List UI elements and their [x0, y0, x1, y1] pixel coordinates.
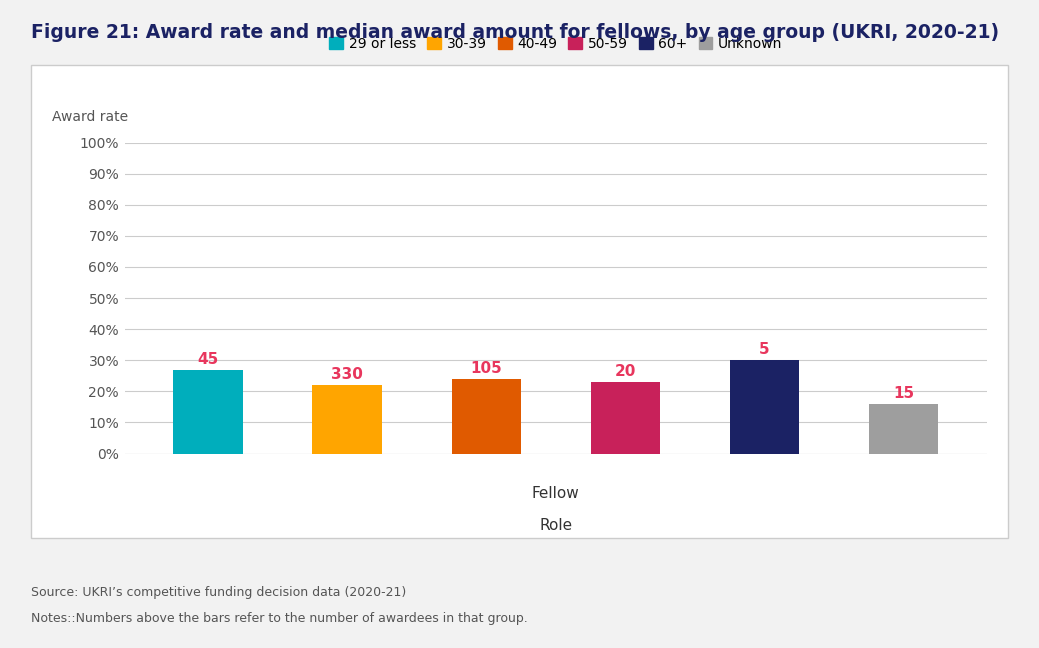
Text: 105: 105: [471, 361, 502, 376]
Text: Figure 21: Award rate and median award amount for fellows, by age group (UKRI, 2: Figure 21: Award rate and median award a…: [31, 23, 1000, 41]
Text: 5: 5: [760, 342, 770, 357]
Text: Fellow: Fellow: [532, 486, 580, 501]
Text: Award rate: Award rate: [52, 110, 128, 124]
Text: Role: Role: [539, 518, 572, 533]
Bar: [313, 385, 382, 454]
Text: 20: 20: [615, 364, 636, 379]
Text: Source: UKRI’s competitive funding decision data (2020-21): Source: UKRI’s competitive funding decis…: [31, 586, 406, 599]
Bar: [174, 369, 243, 454]
Bar: [590, 382, 660, 454]
Bar: [869, 404, 938, 454]
Bar: [452, 379, 522, 454]
Text: 15: 15: [894, 386, 914, 400]
Legend: 29 or less, 30-39, 40-49, 50-59, 60+, Unknown: 29 or less, 30-39, 40-49, 50-59, 60+, Un…: [324, 31, 788, 56]
Text: Notes::Numbers above the bars refer to the number of awardees in that group.: Notes::Numbers above the bars refer to t…: [31, 612, 528, 625]
Bar: [729, 360, 799, 454]
Text: 330: 330: [331, 367, 364, 382]
Text: 45: 45: [197, 351, 219, 367]
